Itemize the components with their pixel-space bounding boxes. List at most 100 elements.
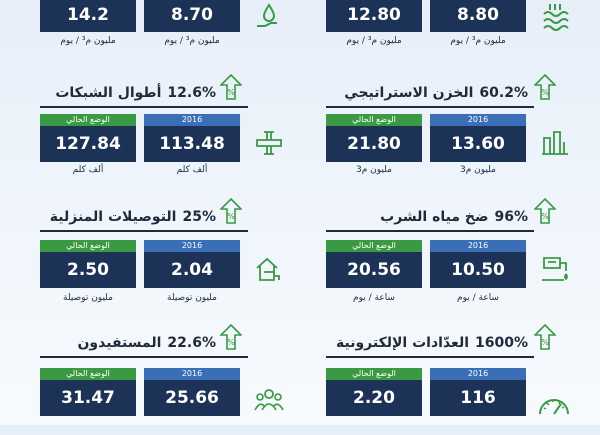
networks-current-box: الوضع الحالي 127.84 [40, 114, 136, 162]
svg-text:%: % [541, 88, 549, 97]
percent-up-arrow-icon: % [534, 198, 556, 224]
networks-base-box: 2016 113.48 [144, 114, 240, 162]
water-waves-icon [543, 4, 569, 31]
networks-current-value: 127.84 [40, 126, 136, 162]
beneficiaries-card: % 22.6% المستفيدون الوضع الحالي 31.47 20… [0, 324, 300, 435]
base-year-header: 2016 [430, 240, 526, 252]
top-right-current-unit: مليون م³ / يوم [346, 36, 402, 46]
water-hand-icon [257, 3, 277, 27]
connections-label: التوصيلات المنزلية [49, 209, 177, 225]
percent-up-arrow-icon: % [534, 324, 556, 350]
connections-base-value: 2.04 [144, 252, 240, 288]
meters-card: % 1600% العدّادات الإلكترونية الوضع الحا… [286, 324, 586, 435]
storage-percent: 60.2% [479, 85, 528, 101]
top-left-current-box: 14.2 [40, 0, 136, 32]
meters-percent: 1600% [475, 335, 528, 351]
current-status-header: الوضع الحالي [326, 240, 422, 252]
meters-title: 1600% العدّادات الإلكترونية [336, 330, 528, 356]
top-right-current-value: 12.80 [326, 0, 422, 32]
people-icon [254, 389, 284, 411]
current-status-header: الوضع الحالي [40, 114, 136, 126]
beneficiaries-label: المستفيدون [77, 335, 162, 351]
networks-base-value: 113.48 [144, 126, 240, 162]
beneficiaries-percent: 22.6% [167, 335, 216, 351]
networks-card: % 12.6% أطوال الشبكات الوضع الحالي 127.8… [0, 74, 300, 185]
connections-card: % 25% التوصيلات المنزلية الوضع الحالي 2.… [0, 198, 300, 309]
beneficiaries-base-box: 2016 25.66 [144, 368, 240, 416]
pumping-percent: 96% [494, 209, 528, 225]
base-year-header: 2016 [430, 114, 526, 126]
percent-up-arrow-icon: % [220, 324, 242, 350]
networks-current-unit: ألف كلم [72, 165, 104, 175]
meter-gauge-icon [539, 399, 569, 415]
title-underline [40, 230, 248, 232]
connections-current-box: الوضع الحالي 2.50 [40, 240, 136, 288]
pumping-current-unit: ساعة / يوم [353, 293, 395, 303]
pumping-base-value: 10.50 [430, 252, 526, 288]
title-underline [40, 106, 248, 108]
base-year-header: 2016 [144, 368, 240, 380]
storage-card: % 60.2% الخزن الاستراتيجي الوضع الحالي 2… [286, 74, 586, 185]
pumping-label: ضخ مياه الشرب [380, 209, 489, 225]
top-right-current-box: 12.80 [326, 0, 422, 32]
pumping-base-box: 2016 10.50 [430, 240, 526, 288]
pumping-current-box: الوضع الحالي 20.56 [326, 240, 422, 288]
beneficiaries-current-box: الوضع الحالي 31.47 [40, 368, 136, 416]
connections-title: 25% التوصيلات المنزلية [50, 204, 216, 230]
networks-base-unit: ألف كلم [176, 165, 208, 175]
current-status-header: الوضع الحالي [40, 240, 136, 252]
percent-up-arrow-icon: % [534, 74, 556, 100]
storage-title: 60.2% الخزن الاستراتيجي [344, 80, 528, 106]
base-year-header: 2016 [430, 368, 526, 380]
meters-base-value: 116 [430, 380, 526, 416]
svg-text:%: % [227, 338, 235, 347]
beneficiaries-current-value: 31.47 [40, 380, 136, 416]
house-connection-icon [256, 257, 280, 281]
meters-label: العدّادات الإلكترونية [336, 335, 469, 351]
base-year-header: 2016 [144, 240, 240, 252]
title-underline [40, 356, 248, 358]
networks-title: 12.6% أطوال الشبكات [55, 80, 216, 106]
pipe-network-icon [256, 131, 282, 155]
svg-text:%: % [227, 212, 235, 221]
meters-base-box: 2016 116 [430, 368, 526, 416]
connections-current-value: 2.50 [40, 252, 136, 288]
top-left-base-unit: مليون م³ / يوم [164, 36, 220, 46]
meters-current-value: 2.20 [326, 380, 422, 416]
water-pump-icon [542, 257, 568, 281]
svg-text:%: % [541, 338, 549, 347]
pumping-title: 96% ضخ مياه الشرب [380, 204, 528, 230]
networks-label: أطوال الشبكات [55, 85, 162, 101]
storage-current-box: الوضع الحالي 21.80 [326, 114, 422, 162]
svg-text:%: % [541, 212, 549, 221]
storage-tanks-icon [542, 131, 568, 155]
current-status-header: الوضع الحالي [326, 368, 422, 380]
title-underline [326, 106, 534, 108]
networks-percent: 12.6% [167, 85, 216, 101]
storage-current-unit: مليون م3 [356, 165, 392, 175]
meters-current-box: الوضع الحالي 2.20 [326, 368, 422, 416]
top-right-base-box: 8.80 [430, 0, 526, 32]
connections-percent: 25% [182, 209, 216, 225]
percent-up-arrow-icon: % [220, 198, 242, 224]
pumping-base-unit: ساعة / يوم [457, 293, 499, 303]
percent-up-arrow-icon: % [220, 74, 242, 100]
storage-base-box: 2016 13.60 [430, 114, 526, 162]
title-underline [326, 230, 534, 232]
storage-current-value: 21.80 [326, 126, 422, 162]
top-left-current-unit: مليون م³ / يوم [60, 36, 116, 46]
title-underline [326, 356, 534, 358]
beneficiaries-base-value: 25.66 [144, 380, 240, 416]
current-status-header: الوضع الحالي [326, 114, 422, 126]
connections-current-unit: مليون توصيلة [63, 293, 113, 303]
current-status-header: الوضع الحالي [40, 368, 136, 380]
connections-base-box: 2016 2.04 [144, 240, 240, 288]
top-left-current-value: 14.2 [40, 0, 136, 32]
top-left-base-box: 8.70 [144, 0, 240, 32]
connections-base-unit: مليون توصيلة [167, 293, 217, 303]
top-left-base-value: 8.70 [144, 0, 240, 32]
storage-base-unit: مليون م3 [460, 165, 496, 175]
pumping-current-value: 20.56 [326, 252, 422, 288]
pumping-card: % 96% ضخ مياه الشرب الوضع الحالي 20.56 2… [286, 198, 586, 309]
top-right-base-value: 8.80 [430, 0, 526, 32]
